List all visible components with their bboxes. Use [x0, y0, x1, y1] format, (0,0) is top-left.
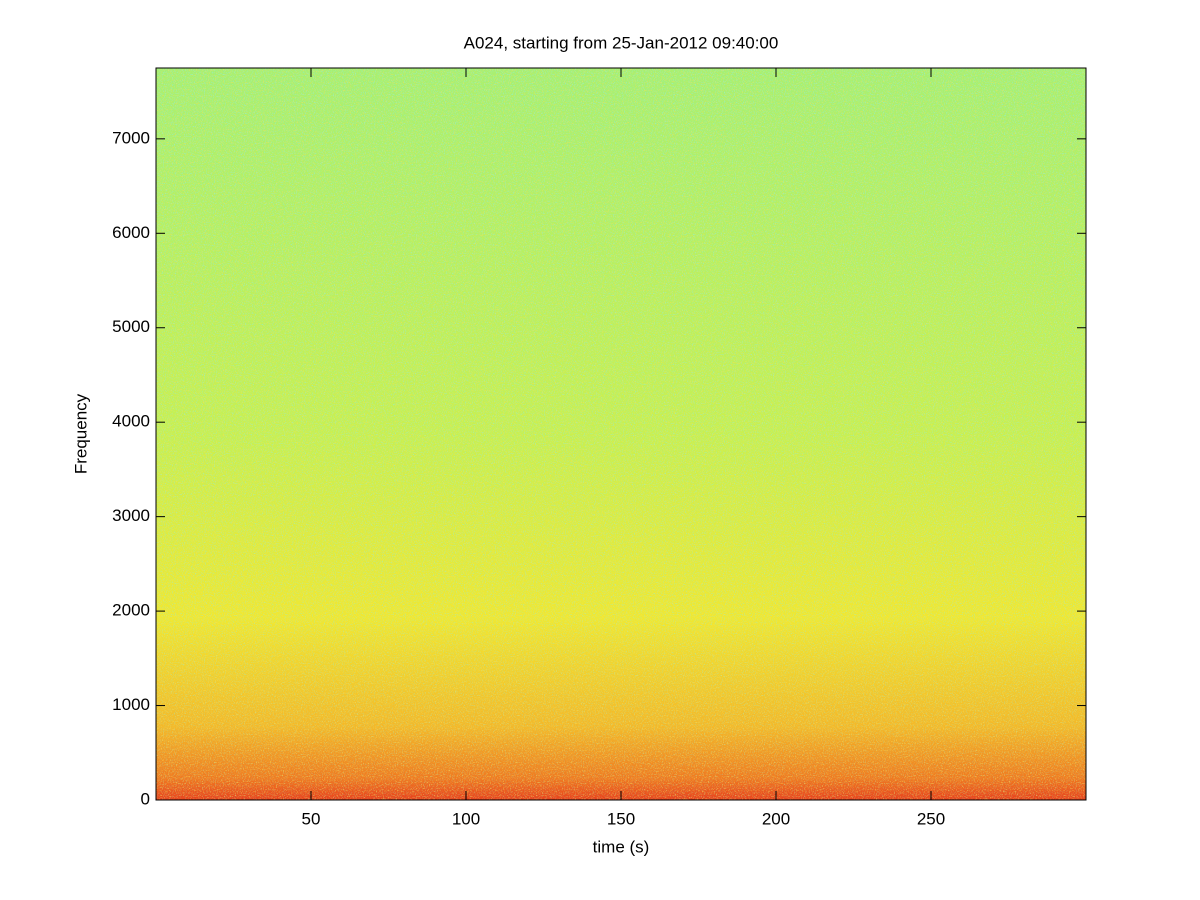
spectrogram-image — [156, 68, 1086, 800]
x-tick-label: 100 — [452, 809, 480, 828]
y-tick-label: 7000 — [112, 128, 150, 147]
y-tick-label: 3000 — [112, 506, 150, 525]
spectrogram-noise-group — [156, 68, 1086, 800]
x-tick-label: 250 — [917, 809, 945, 828]
y-tick-label: 5000 — [112, 317, 150, 336]
y-tick-label: 2000 — [112, 601, 150, 620]
y-tick-label: 4000 — [112, 412, 150, 431]
x-tick-label: 150 — [607, 809, 635, 828]
y-tick-label: 6000 — [112, 223, 150, 242]
spectrogram-noise — [156, 68, 1086, 800]
x-tick-label: 50 — [302, 809, 321, 828]
chart-title: A024, starting from 25-Jan-2012 09:40:00 — [464, 33, 779, 52]
y-tick-label: 0 — [141, 789, 150, 808]
x-axis-label: time (s) — [593, 837, 650, 856]
x-tick-label: 200 — [762, 809, 790, 828]
y-axis-label: Frequency — [71, 393, 90, 474]
y-tick-label: 1000 — [112, 695, 150, 714]
